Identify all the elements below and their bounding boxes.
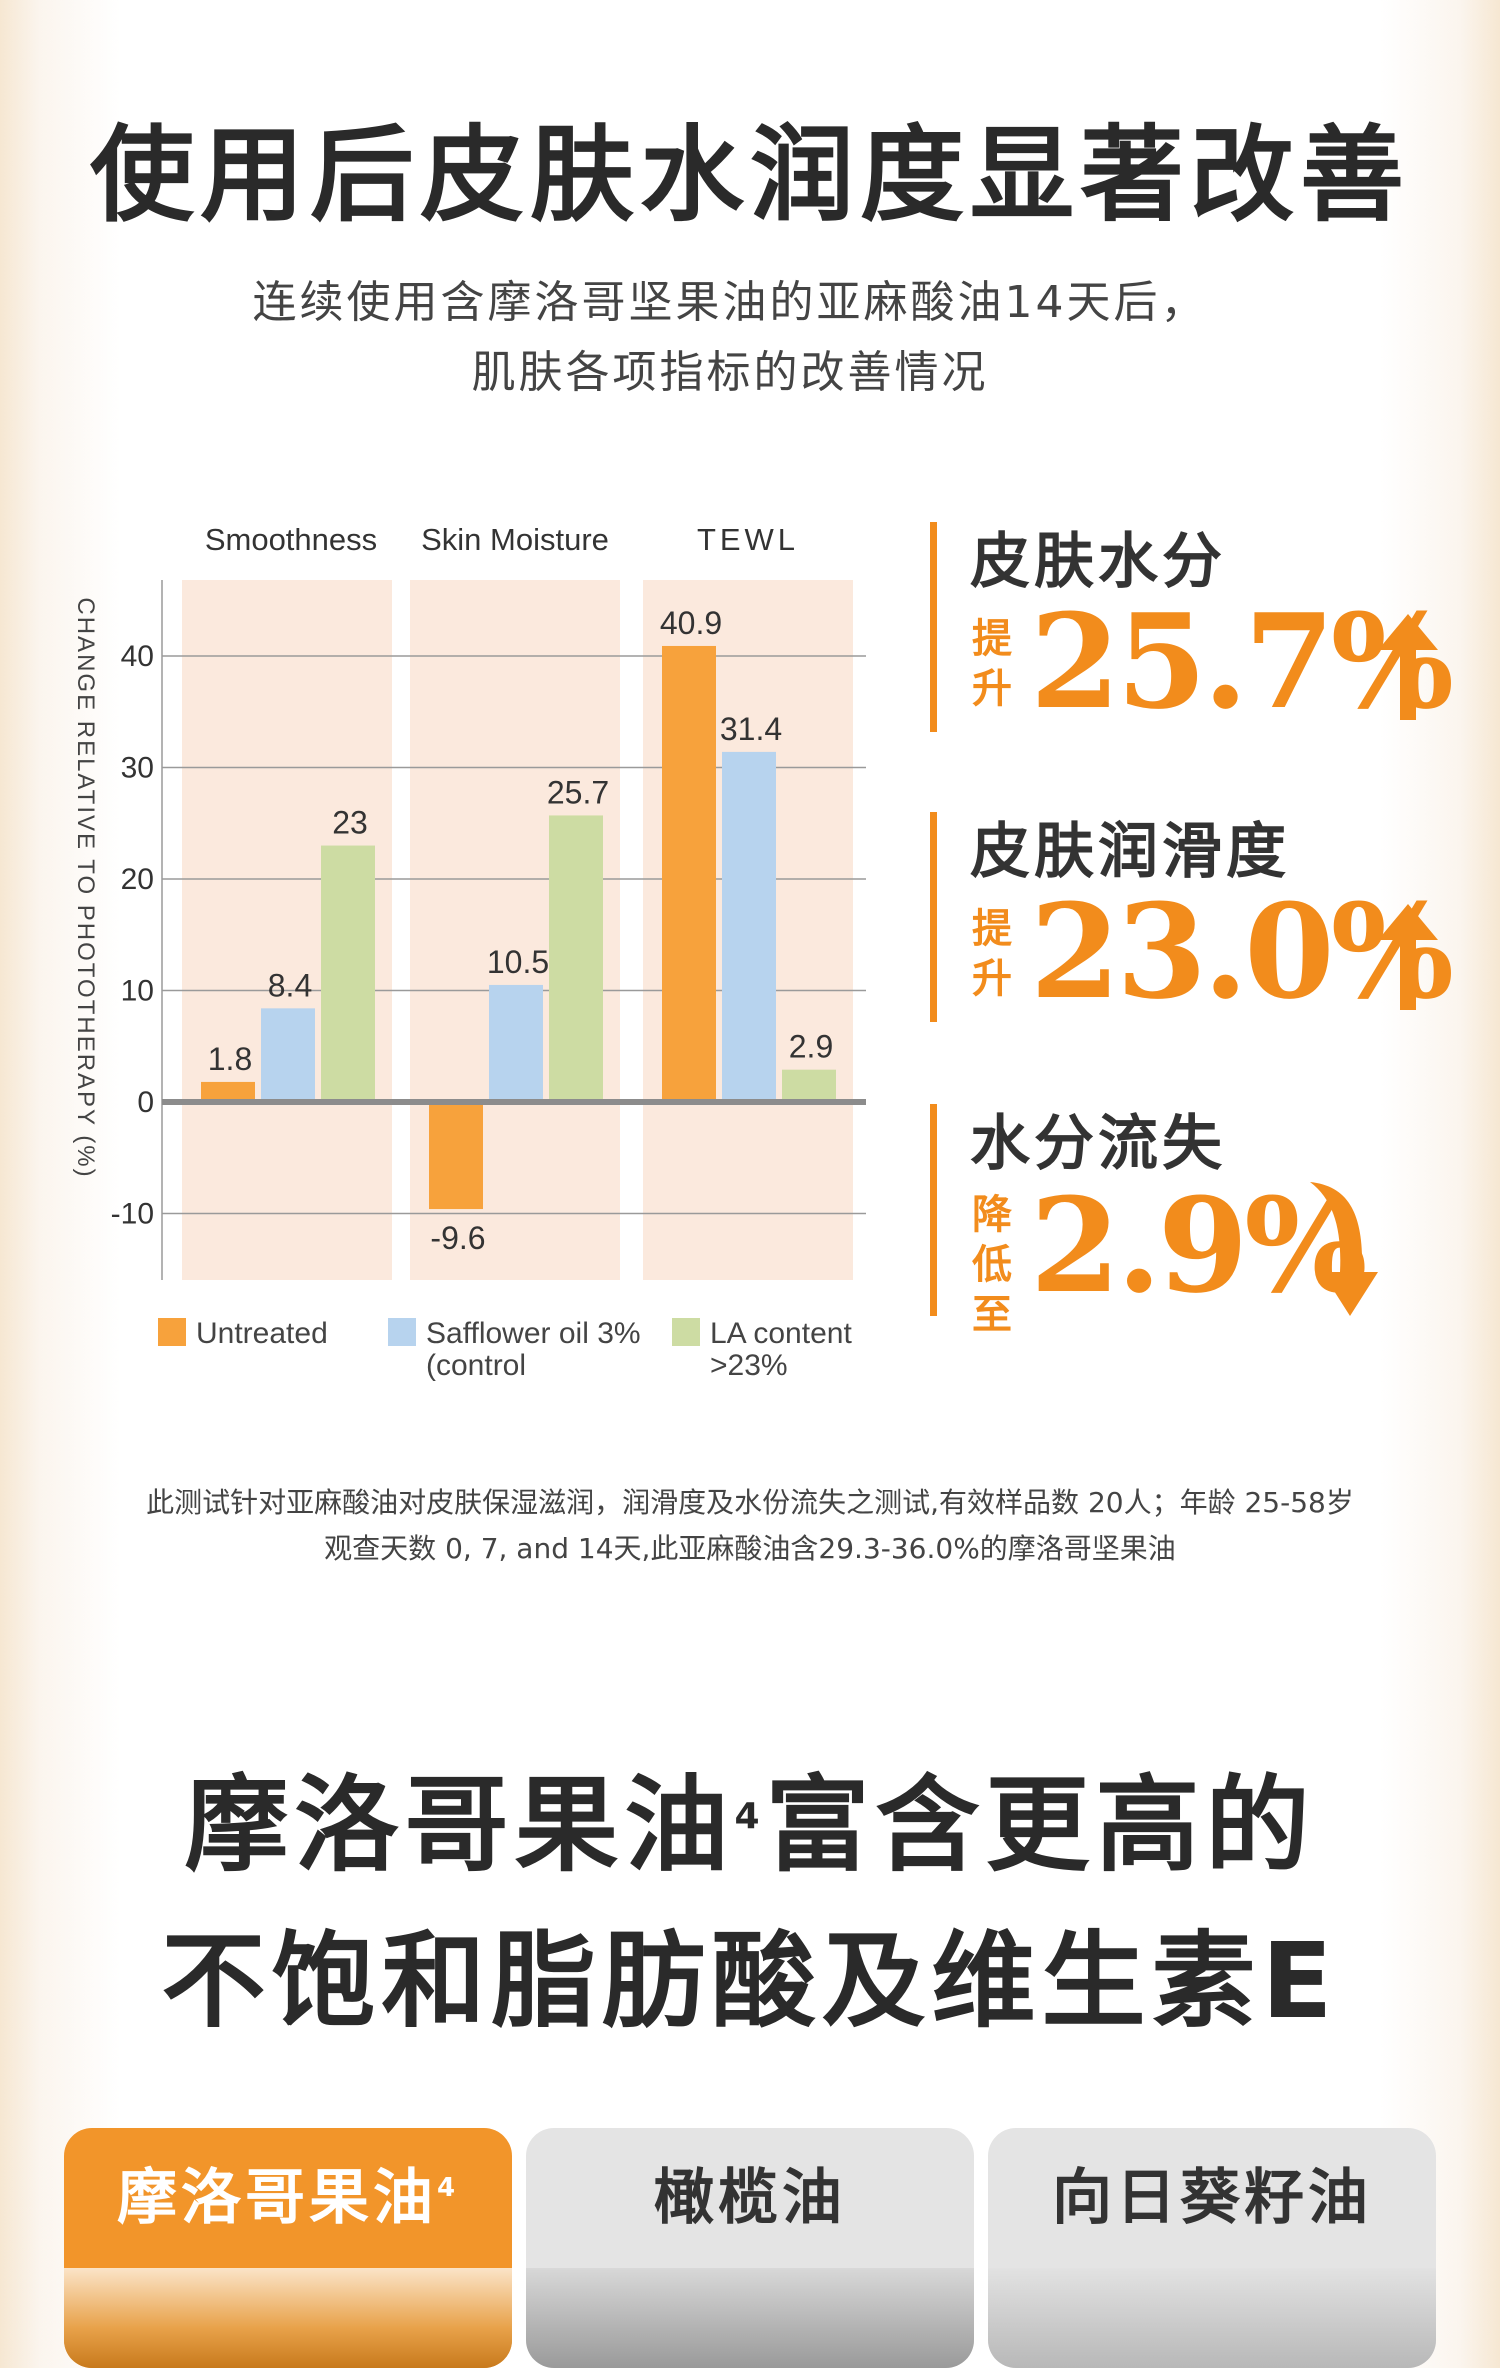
card-label: 橄榄油 bbox=[526, 2128, 974, 2268]
card-argan-oil[interactable]: 摩洛哥果油4 bbox=[64, 2128, 512, 2368]
card-label-text: 橄榄油 bbox=[654, 2163, 846, 2233]
stat-skin-smoothness: 皮肤润滑度 提升 23.0% bbox=[930, 812, 1470, 1032]
y-tick-label: -10 bbox=[111, 1198, 154, 1231]
stat-verb: 提升 bbox=[972, 616, 1012, 712]
bar-smoothness-1 bbox=[201, 1081, 255, 1102]
stat-label: 皮肤润滑度 bbox=[970, 817, 1290, 887]
page-title: 使用后皮肤水润度显著改善 bbox=[89, 114, 1410, 236]
legend-swatch bbox=[158, 1318, 186, 1346]
stat-value: 25.7% bbox=[1030, 585, 1454, 738]
category-label: TEWL bbox=[697, 522, 799, 557]
arrow-up-icon bbox=[1378, 904, 1438, 1010]
category-label: Skin Moisture bbox=[421, 522, 609, 557]
bar-skin-moisture-2 bbox=[489, 984, 543, 1102]
sunflower-oil-image bbox=[988, 2268, 1436, 2368]
subtitle-line-1: 连续使用含摩洛哥坚果油的亚麻酸油14天后， bbox=[252, 277, 1208, 328]
bar-chart: Smoothness Skin Moisture TEWL 1.8 -9.6 40.9 8… bbox=[72, 522, 866, 1382]
card-label-text: 摩洛哥果油 bbox=[116, 2163, 437, 2233]
data-label: 23 bbox=[332, 805, 368, 841]
bar-tewl-3 bbox=[782, 1069, 836, 1102]
y-axis-label: CHANGE RELATIVE TO PHOTOTHERAPY (%) bbox=[72, 597, 99, 1178]
legend-label-line-2: >23% bbox=[710, 1349, 788, 1382]
argan-oil-image bbox=[64, 2268, 512, 2368]
stat-accent-bar bbox=[930, 1104, 937, 1316]
section2-title-line-2: 不饱和脂肪酸及维生素E bbox=[161, 1920, 1339, 2042]
stat-water-loss: 水分流失 降低至 2.9% bbox=[930, 1104, 1470, 1338]
subtitle-line-2: 肌肤各项指标的改善情况 bbox=[471, 347, 989, 398]
y-tick-label: 40 bbox=[121, 640, 154, 673]
stat-value: 2.9% bbox=[1030, 1169, 1368, 1322]
legend-label-line-2: (control bbox=[426, 1349, 526, 1382]
data-label: -9.6 bbox=[430, 1220, 485, 1256]
arrow-down-icon bbox=[1310, 1182, 1378, 1316]
section2-title-line-1: 摩洛哥果油4富含更高的 bbox=[0, 1750, 1500, 1900]
stat-verb: 提升 bbox=[972, 906, 1012, 1002]
y-tick-label: 10 bbox=[121, 975, 154, 1008]
section2-title-footnote-mark: 4 bbox=[734, 1796, 766, 1837]
bar-smoothness-2 bbox=[261, 1008, 315, 1102]
chart-value-labels: 1.8 -9.6 40.9 8.4 10.5 31.4 23 25.7 2.9 bbox=[208, 605, 833, 1256]
card-label: 向日葵籽油 bbox=[988, 2128, 1436, 2268]
bar-skin-moisture-3 bbox=[549, 815, 603, 1102]
legend-label: Untreated bbox=[196, 1317, 328, 1350]
stat-label: 皮肤水分 bbox=[970, 527, 1226, 597]
chart-legend: Untreated Safflower oil 3%(control LA cont… bbox=[158, 1317, 852, 1382]
legend-swatch bbox=[388, 1318, 416, 1346]
card-label-sup: 4 bbox=[436, 2173, 460, 2203]
arrow-up-icon bbox=[1378, 614, 1438, 720]
stat-value: 23.0% bbox=[1030, 875, 1454, 1028]
data-label: 25.7 bbox=[547, 774, 609, 810]
section2-title-part-b: 富含更高的 bbox=[765, 1764, 1316, 1886]
card-label: 摩洛哥果油4 bbox=[64, 2128, 512, 2268]
data-label: 31.4 bbox=[720, 711, 782, 747]
footnote-line-1: 此测试针对亚麻酸油对皮肤保湿滋润，润滑度及水份流失之测试,有效样品数 20人；年… bbox=[146, 1486, 1354, 1519]
card-olive-oil[interactable]: 橄榄油 bbox=[526, 2128, 974, 2368]
stat-verb: 降低至 bbox=[972, 1192, 1012, 1338]
y-tick-label: 30 bbox=[121, 752, 154, 785]
chart-bars bbox=[201, 645, 836, 1210]
bar-smoothness-3 bbox=[321, 845, 375, 1102]
stat-label: 水分流失 bbox=[970, 1109, 1226, 1179]
data-label: 2.9 bbox=[789, 1029, 833, 1065]
section2-title-part-a: 摩洛哥果油 bbox=[184, 1764, 735, 1886]
stat-skin-moisture: 皮肤水分 提升 25.7% bbox=[930, 522, 1470, 742]
y-tick-label: 20 bbox=[121, 863, 154, 896]
data-label: 8.4 bbox=[268, 967, 312, 1003]
category-label: Smoothness bbox=[205, 522, 377, 557]
footnote-line-2: 观查天数 0, 7, and 14天,此亚麻酸油含29.3-36.0%的摩洛哥坚… bbox=[324, 1532, 1176, 1565]
y-tick-label: 0 bbox=[137, 1086, 154, 1119]
data-label: 1.8 bbox=[208, 1041, 252, 1077]
olive-oil-image bbox=[526, 2268, 974, 2368]
bar-tewl-2 bbox=[722, 751, 776, 1102]
bar-tewl-1 bbox=[662, 645, 716, 1102]
legend-swatch bbox=[672, 1318, 700, 1346]
bar-skin-moisture-1 bbox=[429, 1102, 483, 1210]
legend-label: LA content bbox=[710, 1317, 852, 1350]
data-label: 10.5 bbox=[487, 944, 549, 980]
data-label: 40.9 bbox=[660, 605, 722, 641]
stat-accent-bar bbox=[930, 812, 937, 1022]
legend-label: Safflower oil 3% bbox=[426, 1317, 641, 1350]
stat-accent-bar bbox=[930, 522, 937, 732]
chart-axis: 40 30 20 10 0 -10 bbox=[111, 580, 866, 1280]
card-sunflower-oil[interactable]: 向日葵籽油 bbox=[988, 2128, 1436, 2368]
card-label-text: 向日葵籽油 bbox=[1052, 2163, 1372, 2233]
